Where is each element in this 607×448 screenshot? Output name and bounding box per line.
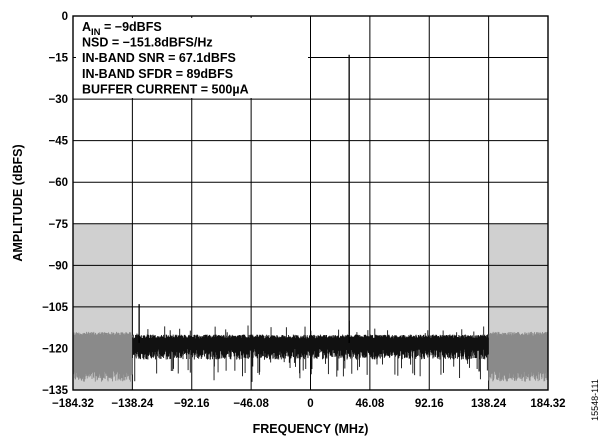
y-tick-label: −90 [48, 260, 68, 272]
y-tick-label: 0 [62, 11, 68, 23]
y-tick-label: −105 [42, 302, 69, 314]
y-tick-label: −60 [48, 177, 68, 189]
x-axis-title: FREQUENCY (MHz) [253, 422, 369, 436]
x-tick-label: 138.24 [471, 398, 507, 410]
y-tick-label: −75 [48, 219, 68, 231]
x-tick-label: 0 [307, 398, 313, 410]
annotation-line-5: BUFFER CURRENT = 500µA [82, 82, 249, 96]
y-tick-label: −30 [48, 94, 68, 106]
y-tick-label: −135 [42, 385, 69, 397]
plot-frame [72, 15, 549, 391]
spectrum-trace [72, 54, 549, 382]
x-tick-label: 46.08 [355, 398, 384, 410]
y-tick-label: −15 [48, 53, 68, 65]
x-tick-label: −138.24 [111, 398, 153, 410]
annotation-line-3: IN-BAND SNR = 67.1dBFS [82, 51, 236, 65]
annotation-line-4: IN-BAND SFDR = 89dBFS [82, 67, 233, 81]
y-tick-label: −120 [42, 343, 68, 355]
annotation-box [76, 18, 308, 98]
x-tick-label: −184.32 [52, 398, 94, 410]
annotation-line-2: NSD = −151.8dBFS/Hz [82, 36, 213, 50]
y-tick-label: −45 [48, 136, 68, 148]
y-tick-labels: 0 −15 −30 −45 −60 −75 −90 −105 −120 −135 [42, 11, 69, 397]
grid [73, 16, 548, 390]
x-tick-labels: −184.32 −138.24 −92.16 −46.08 0 46.08 92.16 138… [52, 398, 566, 410]
in-band-noise [132, 325, 489, 382]
figure-id: 15548-111 [590, 379, 600, 421]
y-axis-title: AMPLITUDE (dBFS) [11, 144, 25, 261]
x-tick-label: 184.32 [530, 398, 565, 410]
x-tick-label: −46.08 [233, 398, 269, 410]
x-tick-label: −92.16 [174, 398, 210, 410]
annotation-line-1: AIN = −9dBFS [82, 20, 162, 38]
x-tick-label: 92.16 [415, 398, 444, 410]
